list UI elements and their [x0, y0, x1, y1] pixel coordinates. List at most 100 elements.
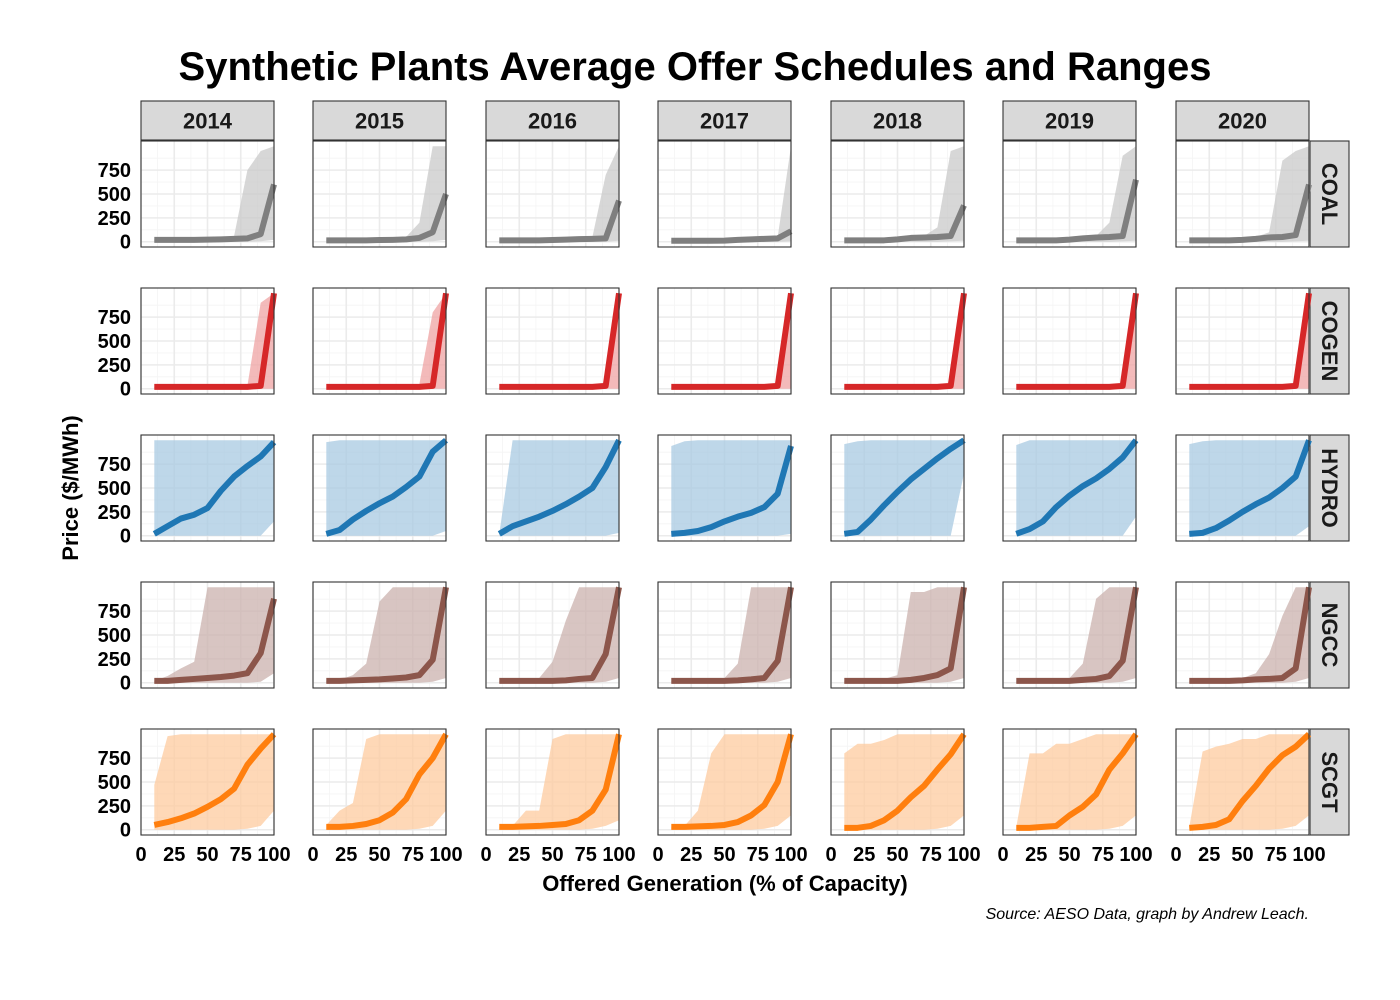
average-offer-line	[499, 199, 622, 244]
x-tick-label: 100	[1119, 844, 1152, 866]
year-strip-box	[140, 100, 275, 141]
y-tick-label: 500	[98, 184, 131, 206]
y-tick-label: 500	[98, 772, 131, 794]
panel-border	[1175, 287, 1310, 395]
average-offer-line	[1189, 586, 1312, 684]
panel-border	[312, 728, 447, 836]
range-ribbon	[671, 587, 791, 683]
panel-ngcc-2014	[140, 581, 277, 689]
average-offer-line	[154, 597, 277, 684]
panel-coal-2014	[140, 140, 277, 248]
plant-strip-label: COAL	[1317, 163, 1342, 225]
panel-cogen-2019	[1002, 287, 1139, 395]
year-strip-2014: 2014	[140, 100, 275, 141]
chart-caption: Source: AESO Data, graph by Andrew Leach…	[986, 906, 1309, 923]
average-offer-line	[1189, 732, 1312, 831]
y-tick-label: 250	[98, 355, 131, 377]
panel-border	[1002, 434, 1137, 542]
range-ribbon	[844, 587, 964, 683]
panel-coal-2018	[830, 140, 967, 248]
year-strip-2017: 2017	[657, 100, 792, 141]
plant-strip-cogen: COGEN	[1309, 287, 1350, 395]
average-offer-line	[1189, 183, 1312, 244]
panel-border	[1175, 140, 1310, 248]
x-tick-label: 100	[947, 844, 980, 866]
average-offer-line	[844, 586, 967, 684]
panel-border	[312, 140, 447, 248]
average-offer-line	[326, 586, 449, 684]
y-tick-label: 250	[98, 502, 131, 524]
x-tick-label: 75	[230, 844, 252, 866]
x-tick-label: 0	[825, 844, 836, 866]
panel-border	[485, 581, 620, 689]
range-ribbon	[1189, 587, 1309, 683]
panel-border	[657, 140, 792, 248]
year-strip-2016: 2016	[485, 100, 620, 141]
average-offer-line	[843, 437, 966, 537]
x-tick-label: 0	[997, 844, 1008, 866]
year-strip-box	[830, 100, 965, 141]
range-ribbon	[154, 587, 274, 683]
panel-scgt-2014	[140, 728, 277, 836]
panel-border	[657, 434, 792, 542]
x-tick-label: 100	[429, 844, 462, 866]
panel-cogen-2016	[485, 287, 622, 395]
x-tick-label: 75	[575, 844, 597, 866]
panel-border	[485, 728, 620, 836]
average-offer-line	[497, 438, 622, 537]
panel-scgt-2017	[657, 728, 794, 836]
panel-border	[140, 287, 275, 395]
panel-hydro-2018	[830, 434, 966, 542]
year-strip-label: 2019	[1045, 109, 1094, 134]
year-strip-box	[485, 100, 620, 141]
year-strip-label: 2020	[1218, 109, 1267, 134]
panel-border	[312, 434, 447, 542]
average-offer-line	[844, 732, 967, 831]
x-tick-label: 0	[1170, 844, 1181, 866]
range-ribbon	[671, 146, 791, 242]
panel-border	[830, 287, 965, 395]
panel-hydro-2015	[312, 434, 448, 542]
range-ribbon	[671, 440, 791, 536]
y-tick-label: 750	[98, 160, 131, 182]
x-tick-label: 75	[1265, 844, 1287, 866]
average-offer-line	[671, 586, 794, 684]
x-tick-label: 0	[135, 844, 146, 866]
panel-coal-2020	[1175, 140, 1312, 248]
y-tick-label: 750	[98, 601, 131, 623]
x-tick-label: 100	[1292, 844, 1325, 866]
year-strip-box	[1002, 100, 1137, 141]
x-tick-label: 50	[1058, 844, 1080, 866]
range-ribbon	[326, 734, 446, 830]
panel-border	[312, 581, 447, 689]
panel-border	[830, 140, 965, 248]
panel-border	[657, 728, 792, 836]
panel-border	[830, 581, 965, 689]
range-ribbon	[1189, 440, 1309, 536]
panel-ngcc-2018	[830, 581, 967, 689]
panel-border	[830, 728, 965, 836]
y-tick-label: 250	[98, 208, 131, 230]
panel-coal-2017	[657, 140, 793, 248]
range-ribbon	[154, 734, 274, 830]
y-tick-label: 0	[120, 673, 131, 695]
panel-border	[1002, 581, 1137, 689]
year-strip-label: 2017	[700, 109, 749, 134]
average-offer-line	[154, 183, 277, 243]
panel-scgt-2019	[1002, 728, 1139, 836]
panel-coal-2015	[312, 140, 449, 248]
x-tick-label: 25	[335, 844, 357, 866]
x-tick-label: 25	[853, 844, 875, 866]
x-tick-label: 100	[774, 844, 807, 866]
x-ticks-2017: 0 25 50 75 100	[652, 844, 807, 866]
panel-ngcc-2019	[1002, 581, 1139, 689]
panel-border	[312, 287, 447, 395]
plant-strip-scgt: SCGT	[1309, 728, 1350, 836]
plant-strip-label: HYDRO	[1317, 448, 1342, 527]
year-strip-label: 2016	[528, 109, 577, 134]
panel-border	[140, 434, 275, 542]
panel-scgt-2015	[312, 728, 449, 836]
panel-hydro-2014	[140, 434, 277, 542]
